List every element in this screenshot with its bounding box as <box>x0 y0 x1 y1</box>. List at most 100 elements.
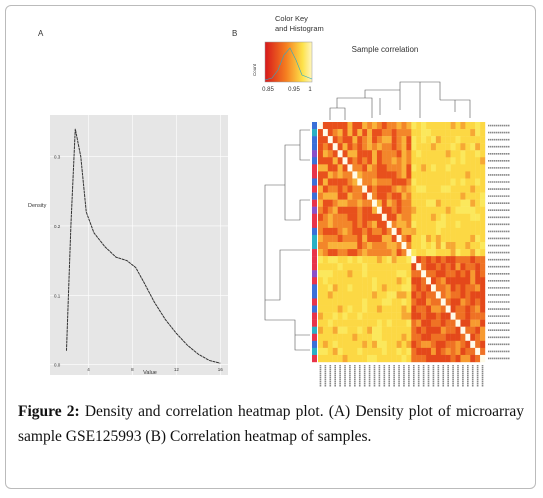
heatmap-cell <box>332 206 338 214</box>
heatmap-cell <box>465 347 471 356</box>
heatmap-cell <box>455 185 461 193</box>
heatmap-cell <box>381 206 387 214</box>
heatmap-cell <box>362 199 368 207</box>
heatmap-cell <box>362 206 368 214</box>
heatmap-cell <box>318 291 324 299</box>
heatmap-cell <box>372 354 378 363</box>
heatmap-cell <box>362 312 368 320</box>
heatmap-cell <box>450 277 456 285</box>
heatmap-cell <box>376 340 383 349</box>
heatmap-cell <box>470 256 476 264</box>
heatmap-cell <box>386 122 392 130</box>
heatmap-cell <box>352 192 358 200</box>
heatmap-cell <box>357 242 363 250</box>
heatmap-cell <box>401 227 407 236</box>
heatmap-cell <box>450 213 456 222</box>
heatmap-cell <box>362 270 368 278</box>
density-line <box>65 128 221 364</box>
heatmap-cell <box>367 284 373 292</box>
heatmap-cell <box>332 291 338 299</box>
heatmap-cell <box>440 185 446 193</box>
heatmap-cell <box>352 178 358 186</box>
heatmap-cell <box>357 312 363 320</box>
heatmap-cell <box>430 305 437 313</box>
heatmap-cell <box>401 164 407 172</box>
heatmap-cell <box>440 298 446 306</box>
heatmap-cell <box>322 319 329 327</box>
heatmap-cell <box>327 270 333 278</box>
heatmap-cell <box>327 157 333 165</box>
heatmap-cell <box>480 220 486 229</box>
heatmap-cell <box>460 157 466 165</box>
heatmap-cell <box>347 347 353 356</box>
heatmap-cell <box>327 178 333 186</box>
heatmap-cell <box>362 354 368 363</box>
heatmap-cell <box>337 305 343 313</box>
heatmap-cell <box>322 354 329 363</box>
heatmap-cell <box>318 129 324 137</box>
heatmap-cell <box>386 213 392 222</box>
heatmap-cell <box>322 284 329 292</box>
heatmap-cell <box>480 270 486 278</box>
heatmap-cell <box>337 157 343 165</box>
heatmap-cell <box>421 277 427 285</box>
heatmap-cell <box>475 242 481 250</box>
heatmap-cell <box>426 249 432 257</box>
heatmap-cell <box>318 164 324 172</box>
heatmap-cell <box>347 312 353 320</box>
heatmap-cell <box>440 143 446 151</box>
heatmap-cell <box>411 263 417 271</box>
heatmap-cell <box>465 122 471 130</box>
heatmap-cell <box>318 150 324 158</box>
heatmap-cell <box>440 291 446 299</box>
heatmap-cell <box>465 213 471 222</box>
heatmap-cell <box>470 326 476 334</box>
heatmap-cell <box>357 143 363 151</box>
heatmap-cell <box>386 136 392 144</box>
sample-color <box>312 164 317 172</box>
heatmap-cell <box>376 143 383 151</box>
heatmap-cell <box>352 354 358 363</box>
x-tick-label: 12 <box>174 367 180 372</box>
heatmap-cell <box>386 242 392 250</box>
heatmap-cell <box>391 277 397 285</box>
heatmap-cell <box>332 227 338 236</box>
heatmap-cell <box>347 136 353 144</box>
heatmap-cell <box>470 284 476 292</box>
heatmap-cell <box>367 298 373 306</box>
heatmap-cell <box>416 178 422 186</box>
heatmap-cell <box>318 220 324 229</box>
heatmap-cell <box>347 249 353 257</box>
heatmap-cell <box>455 150 461 158</box>
heatmap-cell <box>430 249 437 257</box>
heatmap-cell <box>435 333 441 342</box>
heatmap-cell <box>367 312 373 320</box>
heatmap-cell <box>327 199 333 207</box>
heatmap-cell <box>401 199 407 207</box>
heatmap-cell <box>381 150 387 158</box>
heatmap-cell <box>426 291 432 299</box>
caption-text: Density and correlation heatmap plot. (A… <box>18 403 524 445</box>
heatmap-cell <box>367 199 373 207</box>
heatmap-cell <box>337 178 343 186</box>
heatmap-cell <box>342 171 348 179</box>
heatmap-cell <box>332 164 338 172</box>
heatmap-cell <box>401 185 407 193</box>
heatmap-cell <box>450 164 456 172</box>
heatmap-cell <box>440 333 446 342</box>
heatmap-title: Sample correlation <box>352 45 419 54</box>
heatmap-cell <box>386 340 392 349</box>
heatmap-cell <box>357 178 363 186</box>
heatmap-cell <box>421 129 427 137</box>
heatmap-cell <box>430 199 437 207</box>
plot-background <box>50 115 228 375</box>
heatmap-cell <box>367 192 373 200</box>
heatmap-cell <box>352 305 358 313</box>
heatmap-cell <box>381 220 387 229</box>
sample-color <box>312 213 317 222</box>
heatmap-cell <box>480 122 486 130</box>
heatmap-cell <box>480 227 486 236</box>
heatmap-cell <box>406 305 412 313</box>
heatmap-cell <box>318 284 324 292</box>
heatmap-cell <box>362 164 368 172</box>
